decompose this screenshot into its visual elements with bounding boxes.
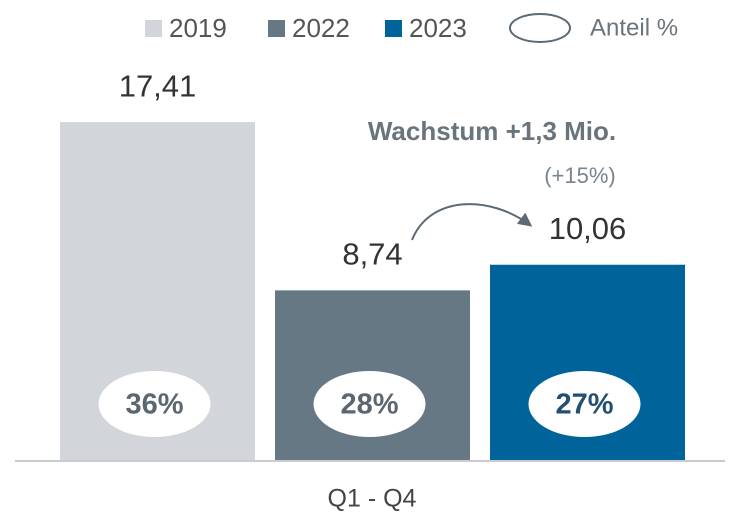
annotation: Wachstum +1,3 Mio.: [368, 116, 616, 146]
share-bubble: [313, 371, 426, 437]
growth-arrow: [411, 203, 533, 241]
value-label: 17,41: [119, 68, 197, 103]
share-legend: Anteil %: [590, 14, 678, 41]
legend-swatch: [385, 20, 402, 37]
share-label: 28%: [340, 389, 398, 421]
share-legend-icon: [509, 13, 571, 43]
annotation: (+15%): [544, 163, 616, 188]
value-label: 10,06: [549, 211, 627, 246]
share-label: 36%: [125, 389, 183, 421]
share-bubble: [98, 371, 211, 437]
legend-label: 2023: [409, 13, 467, 43]
legend-swatch: [145, 20, 162, 37]
legend-label: 2022: [292, 13, 350, 43]
value-label: 8,74: [342, 237, 402, 272]
legend-swatch: [268, 20, 285, 37]
legend-label: 2019: [169, 13, 227, 43]
share-bubble: [528, 371, 641, 437]
x-tick-label: Q1 - Q4: [328, 485, 417, 513]
share-label: 27%: [555, 389, 613, 421]
